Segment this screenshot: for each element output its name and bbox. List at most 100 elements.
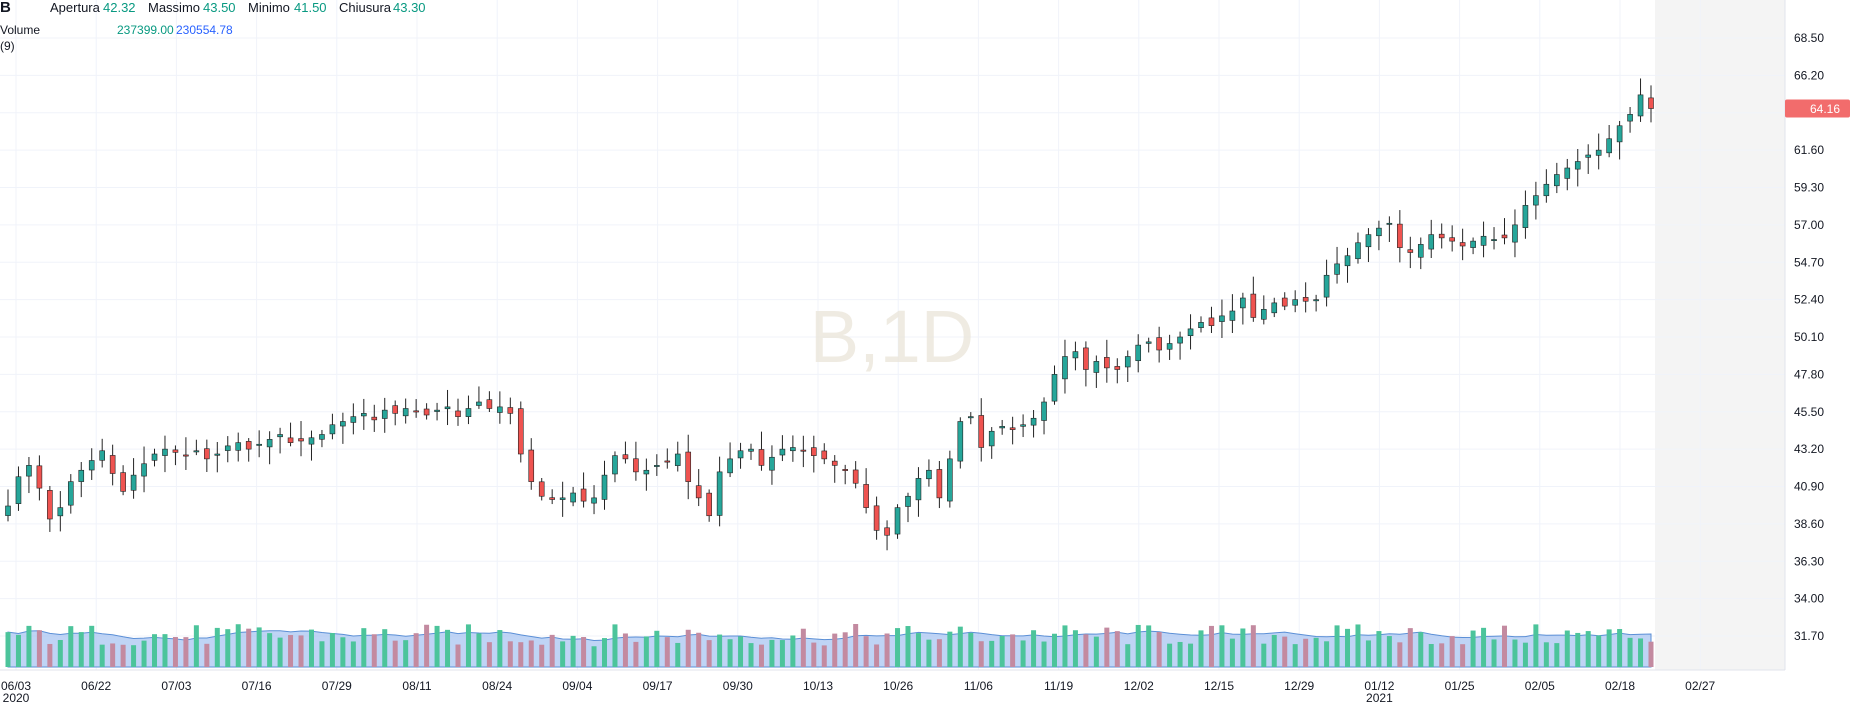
candle (957, 417, 964, 469)
candle (1156, 326, 1162, 363)
candle (706, 489, 712, 522)
candle (1365, 228, 1372, 263)
volume-bar (89, 625, 95, 667)
candle (1334, 246, 1340, 284)
volume-bar (936, 639, 942, 667)
volume-bar (1062, 625, 1068, 667)
candle (1438, 223, 1445, 249)
candle (1114, 358, 1121, 384)
candle (1166, 334, 1173, 360)
candle (674, 441, 681, 472)
candle (1344, 247, 1351, 283)
candle (1260, 295, 1267, 325)
candle (894, 504, 901, 539)
volume-bar (769, 639, 775, 667)
candle (1543, 169, 1550, 203)
candle (685, 434, 692, 500)
volume-bar (999, 635, 1005, 667)
candle (727, 442, 733, 478)
time-tick-label: 11/19 (1044, 679, 1073, 693)
volume-bar (1355, 624, 1361, 667)
candle (1083, 341, 1089, 387)
candle (1627, 107, 1633, 133)
price-tick-label: 31.70 (1794, 629, 1824, 643)
time-tick-label: 02/05 (1525, 679, 1555, 693)
price-tick-label: 50.10 (1794, 330, 1824, 344)
volume-bar (685, 629, 691, 667)
volume-bar (225, 629, 231, 667)
candle (455, 398, 461, 426)
time-tick-label: 09/30 (723, 679, 753, 693)
candle (1250, 276, 1257, 322)
price-tick-label: 66.20 (1794, 68, 1824, 82)
volume-bar (424, 624, 430, 667)
candle (109, 444, 116, 486)
time-tick-label: 06/22 (81, 679, 111, 693)
price-tick-label: 57.00 (1794, 218, 1824, 232)
candle (1564, 158, 1571, 191)
volume-bar (1564, 630, 1570, 667)
volume-bar (1135, 624, 1141, 667)
volume-bar (1303, 638, 1309, 667)
time-tick-label: 09/04 (562, 679, 592, 693)
volume-indicator-label[interactable]: Volume (9) (0, 23, 41, 53)
candle (1386, 216, 1393, 242)
candle (538, 477, 545, 501)
time-tick-label: 07/16 (242, 679, 272, 693)
price-tick-label: 68.50 (1794, 31, 1824, 45)
volume-bar (1051, 633, 1057, 667)
volume-bar (518, 642, 524, 667)
candle (266, 431, 273, 465)
candle (1062, 339, 1068, 394)
candle (1533, 181, 1539, 220)
candle (633, 441, 639, 481)
volume-bar (162, 634, 168, 667)
candle (1522, 190, 1529, 239)
candle (1271, 297, 1278, 318)
candle (1585, 144, 1592, 174)
volume-bar (738, 636, 744, 667)
candle (1009, 416, 1016, 445)
candle (654, 454, 660, 476)
volume-bar (1072, 630, 1078, 667)
time-tick-label: 02/18 (1605, 679, 1635, 693)
volume-bar (1156, 632, 1162, 667)
time-tick-label: 10/13 (803, 679, 833, 693)
candle (748, 443, 754, 460)
time-tick-label: 08/11 (402, 679, 431, 693)
candle (852, 461, 859, 489)
volume-bar (1198, 630, 1204, 667)
volume-bar (1397, 642, 1403, 667)
volume-bar (643, 636, 649, 667)
volume-bar (675, 642, 681, 667)
candle (779, 435, 786, 462)
candle (99, 438, 105, 468)
volume-bar (507, 641, 513, 667)
candle (643, 458, 650, 491)
candle (1240, 292, 1246, 325)
candle (1480, 221, 1487, 258)
candle (1554, 162, 1560, 194)
volume-bars (5, 624, 1654, 667)
candle (967, 412, 974, 425)
candlestick-series (5, 78, 1654, 551)
candle (214, 442, 221, 473)
time-tick-label: 12/15 (1204, 679, 1234, 693)
candle (978, 398, 985, 462)
volume-bar (1324, 641, 1330, 667)
symbol-name[interactable]: B (0, 0, 11, 16)
price-axis[interactable]: 68.5066.2063.9061.6059.3057.0054.7052.40… (1794, 31, 1824, 643)
volume-bar (1481, 627, 1487, 667)
time-tick-label: 02/27 (1685, 679, 1715, 693)
candle (1093, 355, 1100, 388)
candle (151, 448, 158, 467)
volume-bar (57, 640, 63, 667)
volume-bar (308, 629, 314, 667)
candle (130, 458, 137, 499)
candle (1124, 350, 1131, 382)
time-tick-label: 01/25 (1445, 679, 1475, 693)
candle (67, 474, 74, 514)
candle (204, 439, 210, 472)
